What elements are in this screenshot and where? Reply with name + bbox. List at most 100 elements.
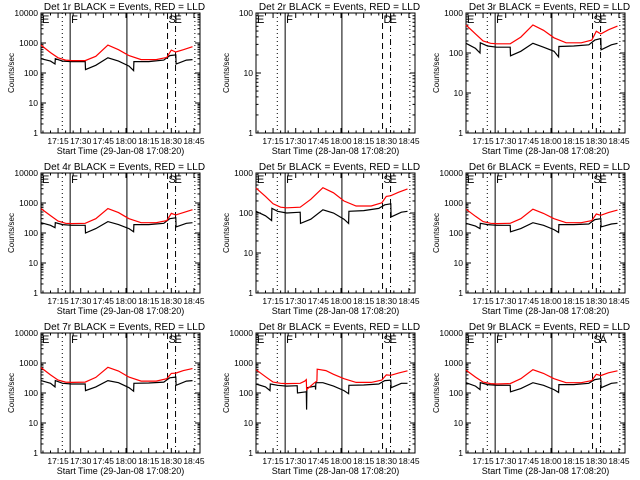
x-tick-label: 18:00 [115, 136, 137, 146]
plot-frame [465, 332, 626, 454]
x-axis-label: Start Time (28-Jan-08 17:08:20) [272, 466, 400, 476]
marker-label: E [390, 334, 397, 346]
x-tick-label: 18:15 [353, 136, 375, 146]
x-axis-label: Start Time (28-Jan-08 17:08:20) [482, 146, 610, 156]
y-tick-label: 10000 [14, 8, 38, 18]
y-tick-label: 10 [244, 248, 254, 258]
x-tick-label: 18:00 [330, 456, 352, 466]
y-tick-label: 100 [239, 388, 253, 398]
marker-label: E [257, 14, 264, 26]
marker-label: E [467, 334, 474, 346]
y-tick-label: 100 [24, 228, 38, 238]
marker-label: S [169, 174, 176, 186]
plot-frame [40, 172, 201, 294]
x-tick-label: 18:45 [183, 296, 205, 306]
y-tick-label: 10 [244, 418, 254, 428]
y-tick-label: 1000 [444, 198, 463, 208]
plot-frame [465, 12, 626, 134]
x-tick-label: 18:45 [608, 136, 630, 146]
y-axis-label: Counts/sec [222, 373, 231, 413]
y-tick-label: 100 [449, 48, 463, 58]
x-axis-label: Start Time (29-Jan-08 17:08:20) [57, 466, 185, 476]
x-tick-label: 18:45 [398, 296, 420, 306]
x-tick-label: 18:15 [563, 136, 585, 146]
panel-title: Det 1r BLACK = Events, RED = LLD [44, 2, 205, 13]
x-tick-label: 17:45 [518, 136, 540, 146]
x-tick-label: 18:30 [586, 136, 608, 146]
x-tick-label: 17:45 [308, 136, 330, 146]
marker-label: S [384, 174, 391, 186]
x-tick-label: 18:00 [115, 296, 137, 306]
panel-title: Det 2r BLACK = Events, RED = LLD [259, 2, 420, 13]
panel-9: Det 9r BLACK = Events, RED = LLD 1 10 100 10… [432, 322, 630, 476]
x-tick-label: 17:15 [262, 456, 284, 466]
marker-label: S [594, 334, 601, 346]
marker-label: F [286, 334, 293, 346]
x-tick-label: 17:30 [70, 456, 92, 466]
x-tick-label: 17:30 [70, 136, 92, 146]
panel-title: Det 4r BLACK = Events, RED = LLD [44, 162, 205, 173]
y-tick-label: 1000 [19, 38, 38, 48]
y-axis-label: Counts/sec [7, 373, 16, 413]
y-tick-label: 10000 [439, 168, 463, 178]
y-tick-label: 1000 [234, 168, 253, 178]
series-events [465, 378, 618, 394]
x-tick-label: 18:45 [608, 296, 630, 306]
y-tick-label: 1 [248, 448, 253, 458]
marker-label: A [600, 334, 608, 346]
marker-label: E [600, 14, 607, 26]
marker-label: F [71, 334, 78, 346]
marker-label: F [286, 14, 293, 26]
y-axis-label: Counts/sec [432, 373, 441, 413]
y-tick-label: 10 [454, 258, 464, 268]
x-tick-label: 17:30 [495, 296, 517, 306]
x-tick-label: 18:30 [161, 296, 183, 306]
x-tick-label: 17:15 [47, 296, 69, 306]
x-tick-label: 17:30 [285, 136, 307, 146]
series-lld [465, 369, 618, 385]
x-tick-label: 17:30 [285, 456, 307, 466]
x-tick-label: 17:15 [472, 296, 494, 306]
x-tick-label: 18:00 [540, 296, 562, 306]
series-events [465, 218, 618, 234]
y-axis-label: Counts/sec [7, 53, 16, 93]
y-tick-label: 10000 [439, 328, 463, 338]
series-lld [255, 368, 408, 391]
y-tick-label: 10000 [229, 328, 253, 338]
x-tick-label: 17:15 [47, 456, 69, 466]
panel-title: Det 7r BLACK = Events, RED = LLD [44, 322, 205, 333]
x-tick-label: 17:15 [472, 136, 494, 146]
y-tick-label: 1 [458, 448, 463, 458]
x-tick-label: 18:30 [376, 296, 398, 306]
series-events [40, 217, 193, 234]
panel-3: Det 3r BLACK = Events, RED = LLD 1 10 100 10… [432, 2, 630, 156]
y-tick-label: 1000 [234, 358, 253, 368]
series-events [40, 54, 193, 72]
series-lld [40, 207, 193, 225]
y-tick-label: 1000 [444, 358, 463, 368]
marker-label: F [286, 174, 293, 186]
plot-frame [255, 12, 416, 134]
marker-label: S [169, 14, 176, 26]
y-tick-label: 10 [454, 88, 464, 98]
series-events [255, 203, 408, 225]
x-tick-label: 18:00 [540, 136, 562, 146]
marker-label: E [175, 174, 182, 186]
y-tick-label: 10000 [14, 328, 38, 338]
x-tick-label: 17:15 [262, 296, 284, 306]
x-tick-label: 18:45 [398, 136, 420, 146]
marker-label: E [175, 334, 182, 346]
x-tick-label: 18:15 [563, 456, 585, 466]
y-tick-label: 1000 [444, 8, 463, 18]
x-tick-label: 17:45 [308, 456, 330, 466]
x-tick-label: 17:30 [495, 456, 517, 466]
marker-label: E [390, 14, 397, 26]
y-tick-label: 100 [449, 228, 463, 238]
x-axis-label: Start Time (29-Jan-08 17:08:20) [57, 146, 185, 156]
y-axis-label: Counts/sec [222, 53, 231, 93]
x-axis-label: Start Time (28-Jan-08 17:08:20) [272, 146, 400, 156]
y-tick-label: 1 [33, 288, 38, 298]
series-lld [465, 208, 618, 225]
x-tick-label: 18:30 [376, 136, 398, 146]
